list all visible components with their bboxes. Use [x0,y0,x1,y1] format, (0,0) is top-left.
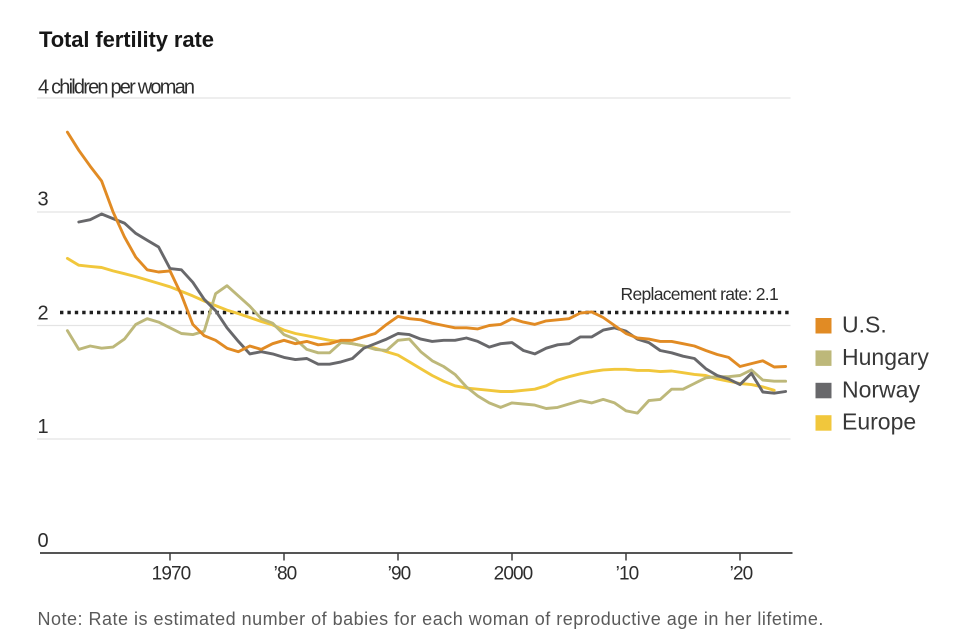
svg-text:Europe: Europe [842,409,916,435]
svg-text:U.S.: U.S. [842,312,887,338]
svg-text:Hungary: Hungary [842,344,929,370]
svg-text:’20: ’20 [730,564,753,585]
svg-text:2: 2 [38,302,49,324]
svg-text:’10: ’10 [616,564,639,585]
svg-text:0: 0 [38,530,49,552]
svg-text:Replacement rate: 2.1: Replacement rate: 2.1 [621,284,778,304]
svg-text:1970: 1970 [152,564,191,585]
svg-text:Norway: Norway [842,376,920,402]
svg-text:’80: ’80 [274,564,297,585]
svg-text:Note: Rate is estimated number: Note: Rate is estimated number of babies… [38,609,824,629]
svg-text:Total fertility rate: Total fertility rate [39,27,214,52]
svg-text:1: 1 [38,416,49,438]
svg-text:2000: 2000 [494,564,533,585]
svg-text:4 children per woman: 4 children per woman [38,77,194,99]
svg-text:3: 3 [38,189,49,211]
svg-text:’90: ’90 [388,564,411,585]
